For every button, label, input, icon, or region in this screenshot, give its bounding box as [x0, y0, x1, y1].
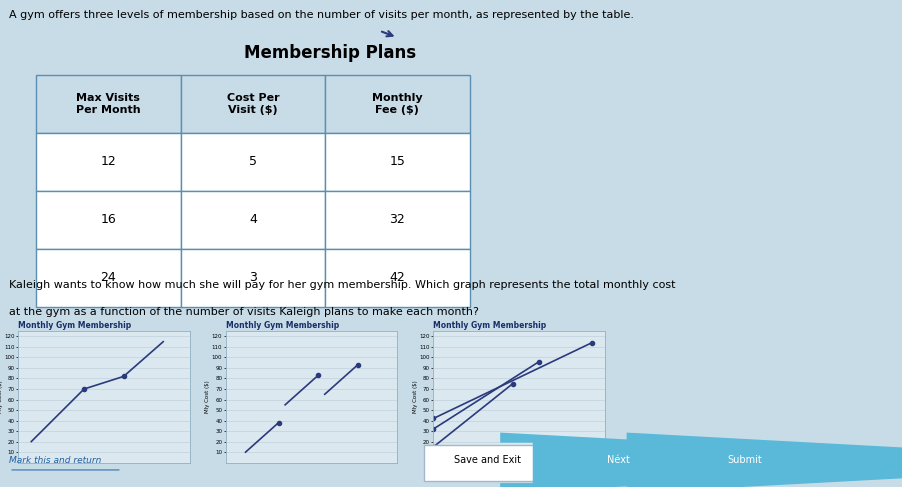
Y-axis label: Mly Cost ($): Mly Cost ($) — [412, 380, 418, 413]
Text: Max Visits
Per Month: Max Visits Per Month — [76, 93, 141, 115]
Text: 16: 16 — [100, 213, 116, 226]
Text: Cost Per
Visit ($): Cost Per Visit ($) — [226, 93, 279, 115]
Text: 12: 12 — [100, 155, 116, 169]
Text: Monthly Gym Membership: Monthly Gym Membership — [433, 321, 546, 330]
Text: Mark this and return: Mark this and return — [9, 456, 101, 465]
Text: 32: 32 — [389, 213, 405, 226]
Text: Monthly Gym Membership: Monthly Gym Membership — [18, 321, 131, 330]
Y-axis label: Mly Cost ($): Mly Cost ($) — [0, 380, 3, 413]
Text: 15: 15 — [389, 155, 405, 169]
Text: 3: 3 — [249, 271, 256, 284]
Bar — [180, 191, 325, 249]
Bar — [325, 133, 469, 191]
FancyBboxPatch shape — [626, 432, 902, 487]
Bar — [325, 249, 469, 307]
Text: Kaleigh wants to know how much she will pay for her gym membership. Which graph : Kaleigh wants to know how much she will … — [9, 280, 675, 290]
FancyBboxPatch shape — [424, 445, 550, 481]
Bar — [36, 249, 180, 307]
Bar — [36, 191, 180, 249]
Text: Monthly
Fee ($): Monthly Fee ($) — [372, 93, 422, 115]
Text: A gym offers three levels of membership based on the number of visits per month,: A gym offers three levels of membership … — [9, 10, 633, 20]
Bar — [180, 75, 325, 133]
Y-axis label: Mly Cost ($): Mly Cost ($) — [205, 380, 210, 413]
Bar — [36, 133, 180, 191]
Text: Save and Exit: Save and Exit — [454, 455, 520, 465]
Bar — [180, 133, 325, 191]
Text: at the gym as a function of the number of visits Kaleigh plans to make each mont: at the gym as a function of the number o… — [9, 307, 478, 317]
Text: Membership Plans: Membership Plans — [244, 44, 416, 62]
Text: Monthly Gym Membership: Monthly Gym Membership — [226, 321, 338, 330]
Text: 24: 24 — [100, 271, 116, 284]
Bar — [180, 249, 325, 307]
Text: Submit: Submit — [727, 455, 761, 465]
Text: 42: 42 — [389, 271, 405, 284]
Text: Néxt: Néxt — [606, 455, 630, 465]
Bar — [36, 75, 180, 133]
FancyBboxPatch shape — [500, 432, 902, 487]
Bar — [325, 191, 469, 249]
Bar — [325, 75, 469, 133]
Text: 5: 5 — [249, 155, 256, 169]
Text: 4: 4 — [249, 213, 256, 226]
